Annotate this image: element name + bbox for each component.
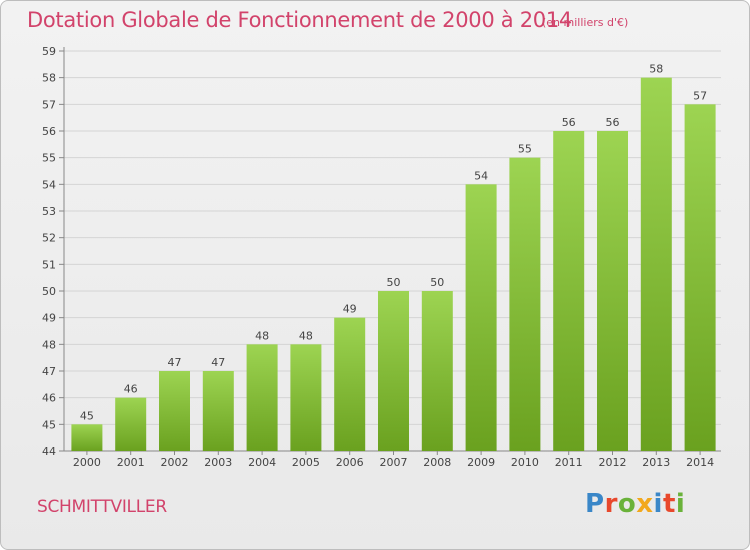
bar: [684, 104, 716, 451]
bar: [465, 184, 497, 452]
y-tick-label: 54: [42, 178, 56, 191]
bar: [509, 157, 541, 451]
x-tick-label: 2007: [380, 456, 408, 469]
logo-letter: o: [617, 489, 637, 519]
y-tick-label: 59: [42, 45, 56, 58]
chart-title: Dotation Globale de Fonctionnement de 20…: [27, 8, 572, 32]
bar: [202, 371, 234, 451]
y-tick-label: 48: [42, 338, 56, 351]
bar: [246, 344, 278, 451]
logo-letter: P: [585, 489, 605, 519]
bar-value-label: 55: [518, 143, 532, 156]
x-tick-label: 2012: [599, 456, 627, 469]
bar-value-label: 49: [343, 303, 357, 316]
bar: [159, 371, 190, 451]
bar: [334, 317, 366, 451]
logo-letter: i: [675, 489, 686, 519]
bar-value-label: 50: [387, 276, 401, 289]
y-tick-label: 58: [42, 72, 56, 85]
bar: [553, 131, 585, 451]
x-tick-label: 2005: [292, 456, 320, 469]
bar-value-label: 57: [693, 89, 707, 102]
bar-value-label: 48: [299, 329, 313, 342]
bars: 45 46 47 47 48 48 49 50 50 54 55 56 56 58 57: [71, 63, 716, 452]
x-tick-label: 2009: [467, 456, 495, 469]
x-tick-label: 2014: [686, 456, 714, 469]
x-tick-label: 2013: [642, 456, 670, 469]
y-tick-label: 53: [42, 205, 56, 218]
bar-value-label: 50: [430, 276, 444, 289]
logo-letter: t: [662, 489, 676, 519]
y-tick-labels: 44 45 46 47 48 49 50 51 52 53 54 55 56 57 58 59: [42, 45, 56, 458]
bar: [290, 344, 322, 451]
bar-value-label: 47: [211, 356, 225, 369]
x-tick-label: 2001: [117, 456, 145, 469]
bar: [640, 77, 672, 452]
logo-letter: r: [604, 489, 618, 519]
x-tick-label: 2003: [204, 456, 232, 469]
y-tick-label: 45: [42, 418, 56, 431]
bar: [597, 131, 628, 451]
bar-value-label: 45: [80, 409, 94, 422]
bar-value-label: 58: [649, 63, 663, 76]
x-tick-label: 2006: [336, 456, 364, 469]
x-tick-label: 2008: [423, 456, 451, 469]
bar-value-label: 46: [124, 383, 138, 396]
y-tick-label: 44: [42, 445, 56, 458]
y-tick-label: 52: [42, 232, 56, 245]
bar-value-label: 56: [606, 116, 620, 129]
proxiti-logo[interactable]: Proxiti: [585, 489, 685, 519]
x-tick-labels: 2000 2001 2002 2003 2004 2005 2006 2007 2008 2009…: [73, 456, 714, 469]
x-tick-label: 2000: [73, 456, 101, 469]
x-tick-label: 2011: [555, 456, 583, 469]
y-tick-label: 55: [42, 152, 56, 165]
bar-value-label: 47: [168, 356, 182, 369]
bar-value-label: 56: [562, 116, 576, 129]
x-tick-label: 2010: [511, 456, 539, 469]
y-tick-label: 47: [42, 365, 56, 378]
x-tick-label: 2002: [161, 456, 189, 469]
x-tick-label: 2004: [248, 456, 276, 469]
y-tick-label: 46: [42, 392, 56, 405]
place-name: SCHMITTVILLER: [37, 497, 167, 517]
y-tick-label: 50: [42, 285, 56, 298]
bar: [71, 424, 103, 451]
y-tick-label: 49: [42, 312, 56, 325]
bar-value-label: 54: [474, 169, 488, 182]
y-tick-label: 56: [42, 125, 56, 138]
bar: [421, 291, 453, 451]
y-tick-label: 57: [42, 98, 56, 111]
bar-value-label: 48: [255, 329, 269, 342]
y-tick-label: 51: [42, 258, 56, 271]
logo-letter: i: [653, 489, 663, 519]
bar: [378, 291, 409, 451]
bar: [115, 397, 147, 451]
chart-unit: (en milliers d'€): [542, 16, 629, 29]
logo-letter: x: [636, 489, 654, 519]
